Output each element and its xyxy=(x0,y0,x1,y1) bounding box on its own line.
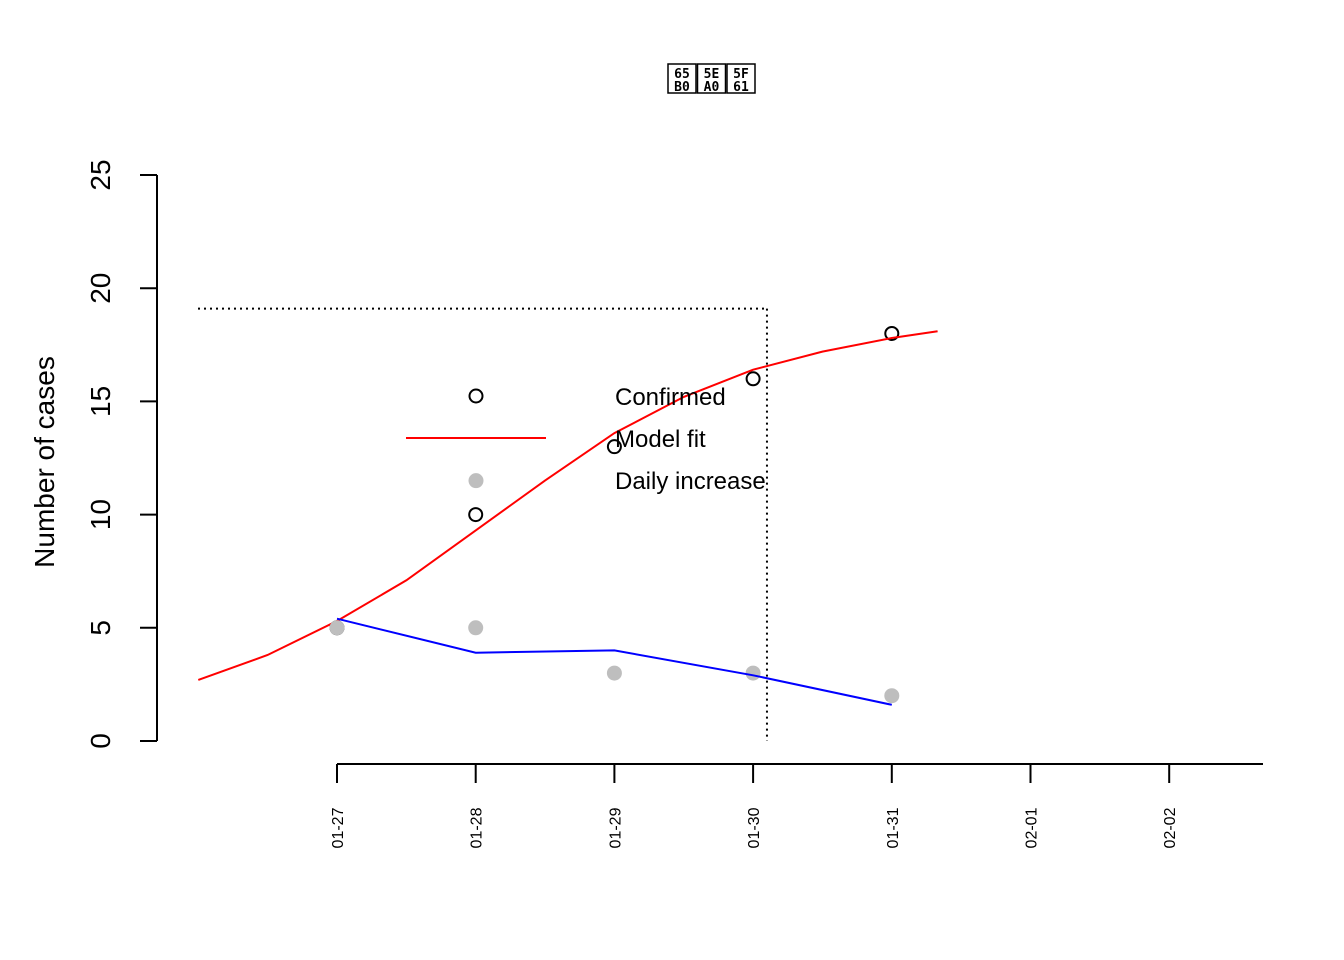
title-glyph-bottom: B0 xyxy=(674,80,690,95)
series-line xyxy=(197,330,938,681)
title-glyph-top: 5F xyxy=(733,67,749,82)
data-point xyxy=(468,620,484,636)
legend-label: Model fit xyxy=(615,426,706,453)
legend-marker-daily-increase xyxy=(468,473,484,489)
legend-label: Confirmed xyxy=(615,384,726,411)
x-tick-label: 01-29 xyxy=(607,807,624,848)
x-tick-label: 01-27 xyxy=(330,807,347,848)
x-tick-label: 01-30 xyxy=(746,807,763,848)
title-glyph-box xyxy=(667,63,697,94)
data-point xyxy=(745,371,761,387)
title-glyph-box xyxy=(726,63,756,94)
plot-area xyxy=(197,325,938,706)
x-tick-label: 01-31 xyxy=(885,807,902,848)
y-tick-label: 5 xyxy=(85,620,116,636)
title-glyph-top: 65 xyxy=(674,67,690,82)
series-trend xyxy=(336,617,893,706)
y-tick-label: 20 xyxy=(85,273,116,304)
data-point xyxy=(468,507,484,523)
y-tick-label: 25 xyxy=(85,159,116,190)
title-glyph-top: 5E xyxy=(704,67,720,82)
data-point xyxy=(745,665,761,681)
data-point xyxy=(329,620,345,636)
series-line xyxy=(336,617,893,706)
reference-lines xyxy=(198,307,768,741)
title-glyph-bottom: 61 xyxy=(733,80,749,95)
y-axis-label: Number of cases xyxy=(29,356,60,568)
x-tick-label: 02-02 xyxy=(1162,807,1179,848)
series-model-fit xyxy=(197,330,938,681)
y-tick-label: 10 xyxy=(85,499,116,530)
title-glyph-bottom: A0 xyxy=(704,80,720,95)
series-daily-increase xyxy=(329,620,900,704)
y-tick-label: 0 xyxy=(85,733,116,749)
legend: Confirmed Model fit Daily increase xyxy=(406,384,766,495)
x-tick-label: 01-28 xyxy=(469,807,486,848)
data-point xyxy=(606,665,622,681)
y-tick-label: 15 xyxy=(85,386,116,417)
y-axis: 0 5 10 15 20 25 xyxy=(85,159,158,749)
title-glyph-box xyxy=(696,63,727,94)
x-axis: 01-27 01-28 01-29 01-30 01-31 02-01 02-02 xyxy=(330,763,1263,848)
legend-marker-confirmed xyxy=(468,388,484,404)
x-tick-label: 02-01 xyxy=(1024,807,1041,848)
data-point xyxy=(884,325,900,341)
data-point xyxy=(606,439,622,455)
data-point xyxy=(884,688,900,704)
legend-label: Daily increase xyxy=(615,468,766,495)
